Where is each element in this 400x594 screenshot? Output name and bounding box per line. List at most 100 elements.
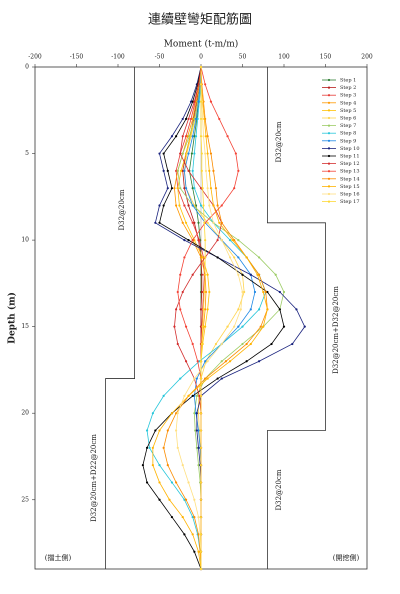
legend-label: Step 10 bbox=[340, 146, 360, 152]
data-point bbox=[206, 273, 209, 276]
data-point bbox=[228, 239, 232, 242]
data-point bbox=[151, 412, 154, 415]
data-point bbox=[197, 533, 200, 536]
legend-marker bbox=[327, 94, 331, 97]
legend-marker bbox=[327, 192, 331, 196]
data-point bbox=[158, 481, 161, 484]
data-point bbox=[193, 498, 196, 501]
data-point bbox=[193, 187, 196, 190]
data-point bbox=[204, 83, 207, 86]
legend-marker bbox=[327, 170, 331, 173]
data-point bbox=[175, 429, 178, 432]
x-tick-label: 150 bbox=[320, 54, 332, 61]
data-point bbox=[183, 169, 186, 172]
y-tick-label: 0 bbox=[25, 64, 29, 71]
x-tick-label: 100 bbox=[278, 54, 290, 61]
data-point bbox=[237, 256, 240, 259]
data-point bbox=[151, 464, 154, 467]
data-point bbox=[170, 187, 174, 190]
data-point bbox=[176, 169, 179, 172]
data-point bbox=[191, 239, 194, 242]
data-point bbox=[158, 221, 161, 224]
data-point bbox=[241, 325, 244, 328]
data-point bbox=[237, 308, 240, 311]
legend-label: Step 1 bbox=[340, 78, 356, 84]
series-line bbox=[146, 67, 267, 570]
data-point bbox=[214, 342, 218, 346]
data-point bbox=[195, 412, 198, 415]
chart-title: 連續壁彎矩配筋圖 bbox=[148, 12, 252, 28]
legend-marker bbox=[327, 154, 331, 158]
data-point bbox=[204, 290, 208, 294]
data-point bbox=[206, 308, 209, 311]
data-point bbox=[228, 256, 232, 259]
data-point bbox=[199, 100, 203, 103]
data-point bbox=[199, 83, 203, 86]
data-point bbox=[183, 498, 186, 501]
legend-label: Step 2 bbox=[340, 85, 356, 91]
data-point bbox=[199, 429, 203, 432]
data-point bbox=[186, 135, 189, 138]
data-point bbox=[199, 498, 203, 501]
data-point bbox=[209, 100, 213, 103]
data-point bbox=[170, 412, 174, 415]
data-point bbox=[256, 273, 259, 276]
data-point bbox=[145, 481, 149, 484]
data-point bbox=[183, 394, 186, 397]
annotation: (開挖側) bbox=[333, 553, 360, 562]
data-point bbox=[200, 290, 203, 294]
data-point bbox=[282, 325, 286, 328]
data-point bbox=[245, 342, 248, 346]
data-point bbox=[193, 221, 196, 224]
data-point bbox=[166, 187, 169, 190]
data-point bbox=[274, 273, 277, 276]
data-point bbox=[282, 290, 286, 294]
data-point bbox=[209, 152, 213, 155]
data-point bbox=[291, 342, 294, 346]
data-point bbox=[187, 394, 190, 397]
data-point bbox=[179, 152, 182, 155]
x-tick-label: 50 bbox=[239, 54, 247, 61]
data-point bbox=[162, 446, 165, 449]
data-point bbox=[179, 377, 182, 380]
data-point bbox=[194, 204, 198, 207]
legend-marker bbox=[327, 147, 331, 150]
data-point bbox=[214, 187, 218, 190]
data-point bbox=[249, 308, 252, 311]
data-point bbox=[224, 360, 227, 363]
data-point bbox=[220, 360, 223, 363]
data-point bbox=[196, 117, 199, 121]
series-line bbox=[142, 66, 285, 570]
legend-label: Step 11 bbox=[340, 154, 360, 160]
data-point bbox=[191, 342, 194, 346]
data-point bbox=[197, 429, 200, 432]
data-point bbox=[189, 135, 193, 138]
data-point bbox=[231, 239, 234, 242]
data-point bbox=[191, 394, 194, 397]
data-point bbox=[187, 204, 190, 207]
x-tick-label: -100 bbox=[111, 54, 125, 61]
data-point bbox=[253, 290, 257, 294]
legend-marker bbox=[327, 78, 331, 82]
data-point bbox=[239, 308, 242, 311]
data-point bbox=[237, 169, 240, 172]
data-point bbox=[145, 446, 149, 449]
data-point bbox=[303, 325, 306, 328]
legend-label: Step 9 bbox=[340, 138, 356, 144]
data-point bbox=[193, 117, 196, 121]
data-point bbox=[204, 360, 207, 363]
data-point bbox=[259, 325, 262, 328]
data-point bbox=[187, 481, 190, 484]
data-point bbox=[198, 239, 201, 242]
data-point bbox=[199, 256, 203, 259]
x-tick-label: -150 bbox=[70, 54, 84, 61]
data-point bbox=[208, 204, 211, 207]
data-point bbox=[197, 464, 200, 467]
data-point bbox=[200, 152, 203, 155]
data-point bbox=[249, 342, 252, 346]
data-point bbox=[237, 273, 240, 276]
data-point bbox=[278, 290, 281, 294]
data-point bbox=[198, 394, 201, 397]
data-point bbox=[199, 117, 203, 121]
